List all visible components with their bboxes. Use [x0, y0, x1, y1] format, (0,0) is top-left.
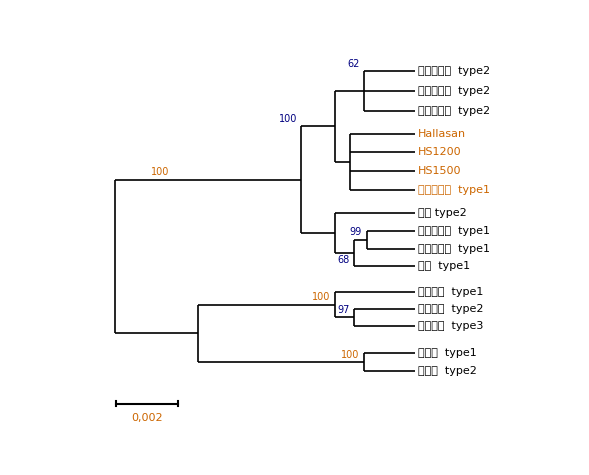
Text: 수국 type2: 수국 type2	[418, 209, 467, 218]
Text: 바위수국  type2: 바위수국 type2	[418, 304, 484, 314]
Text: 바위수국  type1: 바위수국 type1	[418, 287, 484, 297]
Text: 100: 100	[312, 292, 330, 302]
Text: 한택산수국  type2: 한택산수국 type2	[418, 86, 491, 96]
Text: 68: 68	[337, 255, 349, 265]
Text: 100: 100	[279, 114, 297, 124]
Text: HS1500: HS1500	[418, 166, 462, 176]
Text: 한택산수국  type1: 한택산수국 type1	[418, 244, 490, 254]
Text: 97: 97	[337, 305, 349, 315]
Text: HS1200: HS1200	[418, 147, 462, 158]
Text: 0,002: 0,002	[131, 413, 163, 423]
Text: 바위수국  type3: 바위수국 type3	[418, 321, 484, 331]
Text: 수국  type1: 수국 type1	[418, 261, 471, 271]
Text: 일본산수국  type2: 일본산수국 type2	[418, 66, 491, 76]
Text: Hallasan: Hallasan	[418, 129, 466, 139]
Text: 99: 99	[349, 227, 362, 237]
Text: 등수국  type1: 등수국 type1	[418, 348, 477, 358]
Text: 등수국  type2: 등수국 type2	[418, 366, 477, 376]
Text: 탈라산수국  type1: 탈라산수국 type1	[418, 185, 490, 195]
Text: 62: 62	[347, 59, 359, 69]
Text: 100: 100	[151, 167, 170, 177]
Text: 일본산수국  type1: 일본산수국 type1	[418, 226, 490, 236]
Text: 탈라산수국  type2: 탈라산수국 type2	[418, 106, 491, 116]
Text: 100: 100	[341, 350, 359, 360]
